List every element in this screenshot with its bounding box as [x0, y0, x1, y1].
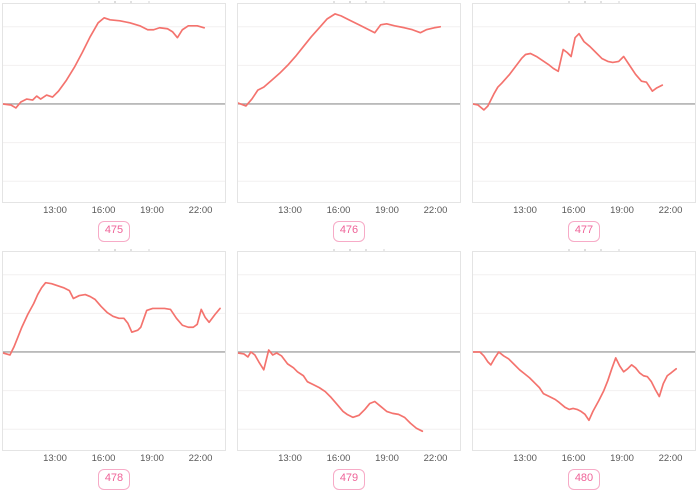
x-tick-label: 19:00 [610, 205, 634, 216]
x-tick-label: 22:00 [423, 205, 448, 216]
x-tick-label: 22:00 [658, 205, 683, 216]
badge-row: 477 [472, 217, 696, 243]
x-axis-tick-labels: 13:00 16:00 19:00 22:00 [2, 451, 226, 465]
line-plot [2, 251, 226, 451]
cropped-title-fragment [472, 0, 696, 3]
x-tick-label: 22:00 [188, 205, 213, 216]
x-axis-tick-labels: 13:00 16:00 19:00 22:00 [237, 451, 461, 465]
badge-row: 475 [2, 217, 226, 243]
chart-id-badge-link[interactable]: 475 [97, 221, 131, 242]
x-tick-label: 13:00 [513, 205, 537, 216]
x-tick-label: 16:00 [326, 205, 351, 216]
chart-card: 13:00 16:00 19:00 22:00 475 [2, 0, 226, 243]
x-tick-label: 19:00 [140, 453, 164, 464]
chart-card: 13:00 16:00 19:00 22:00 479 [237, 248, 461, 491]
badge-row: 476 [237, 217, 461, 243]
line-plot [472, 3, 696, 203]
line-plot [2, 3, 226, 203]
x-axis-tick-labels: 13:00 16:00 19:00 22:00 [237, 203, 461, 217]
x-tick-label: 19:00 [140, 205, 164, 216]
cropped-title-fragment [472, 248, 696, 251]
x-tick-label: 19:00 [375, 205, 399, 216]
line-series-svg [473, 26, 695, 182]
x-axis-tick-labels: 13:00 16:00 19:00 22:00 [2, 203, 226, 217]
x-tick-label: 16:00 [561, 453, 586, 464]
line-series-svg [3, 274, 225, 430]
cropped-title-fragment [237, 0, 461, 3]
chart-card: 13:00 16:00 19:00 22:00 480 [472, 248, 696, 491]
cropped-title-fragment [237, 248, 461, 251]
cropped-title-fragment [2, 0, 226, 3]
x-axis-tick-labels: 13:00 16:00 19:00 22:00 [472, 451, 696, 465]
line-series-svg [238, 13, 460, 182]
cropped-title-fragment [2, 248, 226, 251]
badge-row: 478 [2, 465, 226, 491]
x-tick-label: 16:00 [91, 205, 116, 216]
chart-id-badge-link[interactable]: 480 [567, 469, 601, 490]
chart-id-badge-link[interactable]: 477 [567, 221, 601, 242]
badge-row: 480 [472, 465, 696, 491]
x-tick-label: 13:00 [43, 453, 67, 464]
x-tick-label: 13:00 [43, 205, 67, 216]
x-tick-label: 16:00 [91, 453, 116, 464]
chart-id-badge-link[interactable]: 479 [332, 469, 366, 490]
chart-card: 13:00 16:00 19:00 22:00 477 [472, 0, 696, 243]
x-tick-label: 22:00 [423, 453, 448, 464]
x-tick-label: 22:00 [188, 453, 213, 464]
line-plot [237, 3, 461, 203]
chart-id-badge-link[interactable]: 478 [97, 469, 131, 490]
x-tick-label: 22:00 [658, 453, 683, 464]
x-tick-label: 13:00 [278, 205, 302, 216]
chart-id-badge-link[interactable]: 476 [332, 221, 366, 242]
x-tick-label: 19:00 [375, 453, 399, 464]
x-tick-label: 16:00 [561, 205, 586, 216]
chart-card: 13:00 16:00 19:00 22:00 478 [2, 248, 226, 491]
x-axis-tick-labels: 13:00 16:00 19:00 22:00 [472, 203, 696, 217]
line-series-svg [238, 274, 460, 433]
line-plot [237, 251, 461, 451]
x-tick-label: 13:00 [278, 453, 302, 464]
line-series-svg [3, 17, 225, 182]
x-tick-label: 16:00 [326, 453, 351, 464]
x-tick-label: 13:00 [513, 453, 537, 464]
badge-row: 479 [237, 465, 461, 491]
x-tick-label: 19:00 [610, 453, 634, 464]
line-plot [472, 251, 696, 451]
chart-card: 13:00 16:00 19:00 22:00 476 [237, 0, 461, 243]
line-series-svg [473, 274, 695, 430]
